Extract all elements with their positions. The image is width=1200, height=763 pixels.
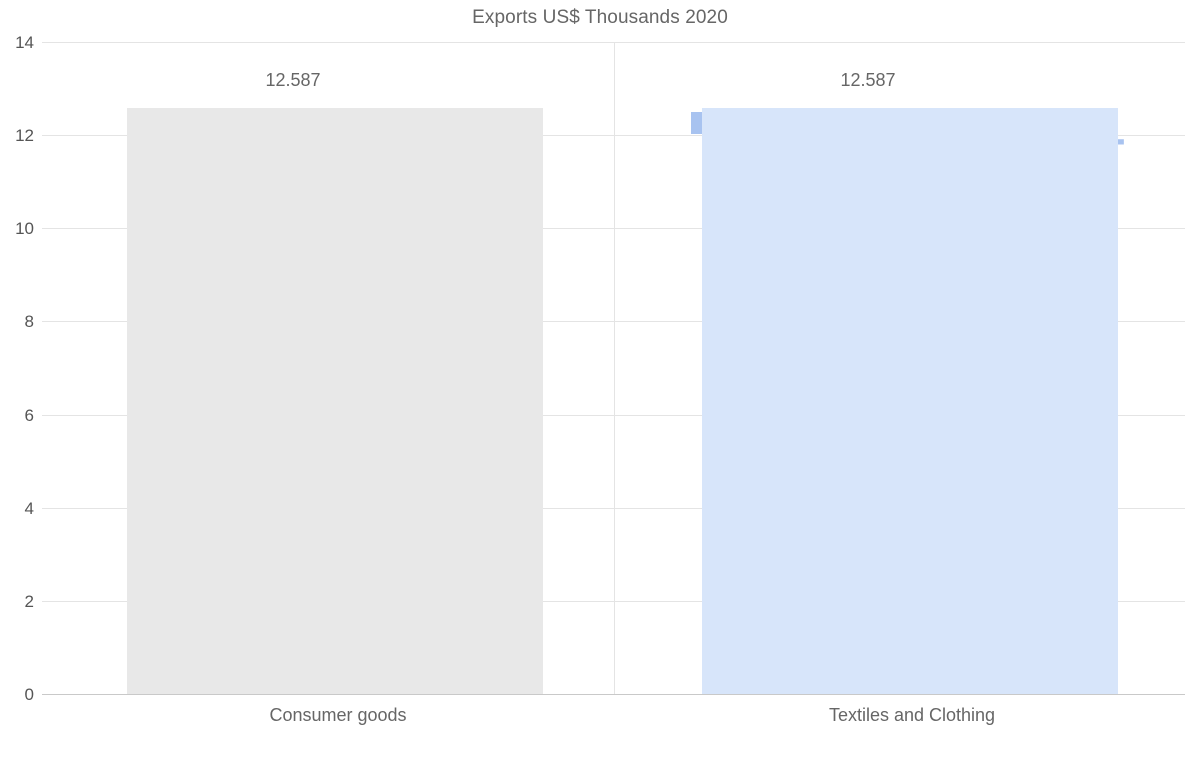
y-axis-tick-label: 8 bbox=[24, 312, 34, 332]
gridline-vertical bbox=[613, 42, 615, 694]
chart-title: Exports US$ Thousands 2020 bbox=[472, 7, 728, 28]
y-axis-tick-label: 14 bbox=[15, 33, 34, 52]
bar-consumer-goods[interactable] bbox=[127, 107, 543, 694]
y-axis-tick-label: 2 bbox=[24, 591, 34, 611]
y-axis-tick-label: 10 bbox=[15, 219, 34, 239]
bar-value-label: 12.587 bbox=[265, 69, 321, 90]
x-axis-category-label: Consumer goods bbox=[269, 705, 407, 725]
y-axis-tick-label: 0 bbox=[24, 685, 34, 704]
x-axis-line bbox=[42, 694, 1185, 695]
y-axis-tick-label: 4 bbox=[24, 498, 34, 518]
y-axis-tick-label: 12 bbox=[15, 126, 34, 146]
bar-textiles-and-clothing[interactable] bbox=[702, 107, 1118, 694]
y-axis-tick-label: 6 bbox=[24, 405, 34, 425]
x-axis-category-label: Textiles and Clothing bbox=[828, 705, 996, 725]
bar-value-label: 12.587 bbox=[840, 69, 896, 90]
plot-area: EXPERTIGHT bbox=[42, 42, 1185, 695]
